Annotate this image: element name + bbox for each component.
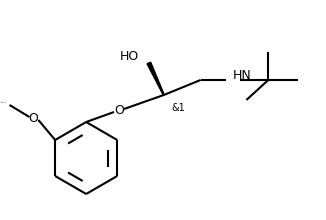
Text: methoxy: methoxy bbox=[0, 101, 7, 103]
Polygon shape bbox=[147, 62, 164, 95]
Text: O: O bbox=[28, 112, 38, 125]
Text: O: O bbox=[114, 103, 124, 117]
Text: &1: &1 bbox=[172, 103, 185, 113]
Text: HN: HN bbox=[232, 68, 251, 81]
Text: HO: HO bbox=[120, 50, 139, 62]
